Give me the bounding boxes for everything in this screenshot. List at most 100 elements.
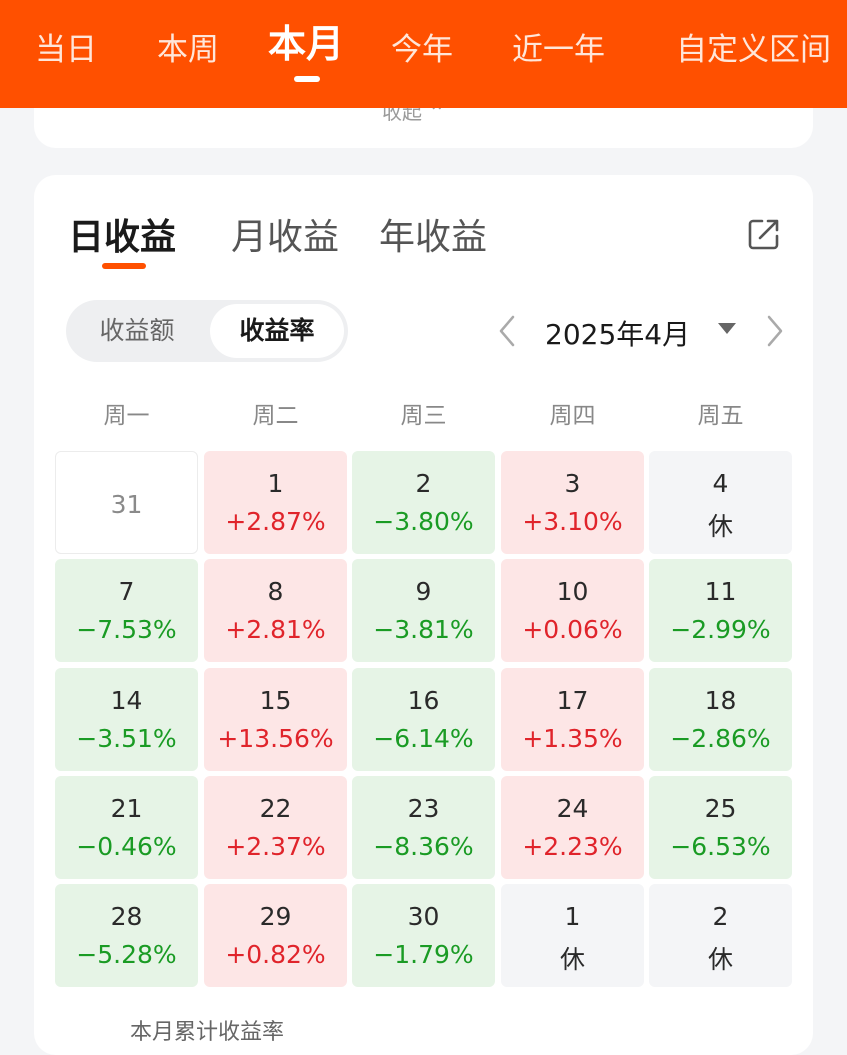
tab-this-month[interactable]: 本月 xyxy=(268,22,345,66)
share-icon[interactable] xyxy=(746,216,782,252)
daily-return-rate: +2.37% xyxy=(225,832,326,861)
daily-return-rate: +2.87% xyxy=(225,507,326,536)
daily-return-rate: +0.82% xyxy=(225,940,326,969)
daily-return-rate: −0.46% xyxy=(76,832,177,861)
weekday-thu: 周四 xyxy=(549,403,596,429)
active-tab-indicator xyxy=(294,76,320,82)
daily-return-rate: −3.80% xyxy=(373,507,474,536)
period-tab-bar: 当日 本周 本月 今年 近一年 自定义区间 xyxy=(0,0,847,108)
toggle-rate[interactable]: 收益率 xyxy=(210,304,344,358)
calendar-day-cell[interactable]: 23 −8.36% xyxy=(352,776,495,879)
toggle-amount[interactable]: 收益额 xyxy=(99,316,175,345)
calendar-day-cell[interactable]: 18 −2.86% xyxy=(649,668,792,771)
day-number: 25 xyxy=(704,794,737,823)
daily-return-rate: −2.99% xyxy=(670,615,771,644)
daily-return-rate: +13.56% xyxy=(217,724,334,753)
daily-return-rate: +2.23% xyxy=(522,832,623,861)
calendar-day-cell[interactable]: 15 +13.56% xyxy=(204,668,347,771)
calendar-day-cell[interactable]: 3 +3.10% xyxy=(501,451,644,554)
day-number: 16 xyxy=(407,686,440,715)
amount-rate-toggle: 收益额 收益率 xyxy=(66,300,348,362)
daily-return-rate: −6.53% xyxy=(670,832,771,861)
daily-return-rate: +2.81% xyxy=(225,615,326,644)
weekday-tue: 周二 xyxy=(252,403,299,429)
daily-return-rate: −3.51% xyxy=(76,724,177,753)
tab-monthly-earnings[interactable]: 月收益 xyxy=(231,217,340,258)
calendar-day-cell[interactable]: 17 +1.35% xyxy=(501,668,644,771)
day-number: 11 xyxy=(704,577,737,606)
day-number: 7 xyxy=(118,577,135,606)
calendar-day-cell[interactable]: 11 −2.99% xyxy=(649,559,792,662)
calendar-day-cell[interactable]: 28 −5.28% xyxy=(55,884,198,987)
day-number: 2 xyxy=(712,902,729,931)
day-number: 14 xyxy=(110,686,143,715)
calendar-day-cell[interactable]: 10 +0.06% xyxy=(501,559,644,662)
weekday-wed: 周三 xyxy=(400,403,447,429)
calendar-day-cell[interactable]: 21 −0.46% xyxy=(55,776,198,879)
day-number: 10 xyxy=(556,577,589,606)
daily-return-rate: +3.10% xyxy=(522,507,623,536)
calendar-day-cell[interactable]: 1 +2.87% xyxy=(204,451,347,554)
calendar-day-cell[interactable]: 29 +0.82% xyxy=(204,884,347,987)
day-number: 29 xyxy=(259,902,292,931)
day-number: 23 xyxy=(407,794,440,823)
day-number: 31 xyxy=(110,490,143,519)
day-number: 28 xyxy=(110,902,143,931)
prev-month-icon[interactable] xyxy=(496,314,518,348)
holiday-label: 休 xyxy=(707,945,733,974)
subtab-indicator xyxy=(102,263,146,269)
holiday-label: 休 xyxy=(559,945,585,974)
month-selector[interactable]: 2025年4月 xyxy=(545,318,691,351)
daily-return-rate: −6.14% xyxy=(373,724,474,753)
day-number: 24 xyxy=(556,794,589,823)
chevron-down-icon[interactable] xyxy=(718,323,736,334)
weekday-fri: 周五 xyxy=(697,403,744,429)
day-number: 3 xyxy=(564,469,581,498)
daily-return-rate: −2.86% xyxy=(670,724,771,753)
tab-custom-range[interactable]: 自定义区间 xyxy=(676,32,831,68)
tab-last-year[interactable]: 近一年 xyxy=(512,32,605,68)
calendar-day-cell[interactable]: 24 +2.23% xyxy=(501,776,644,879)
day-number: 30 xyxy=(407,902,440,931)
day-number: 1 xyxy=(564,902,581,931)
monthly-total-label: 本月累计收益率 xyxy=(130,1020,285,1045)
daily-return-rate: +1.35% xyxy=(522,724,623,753)
holiday-label: 休 xyxy=(707,512,733,541)
day-number: 18 xyxy=(704,686,737,715)
day-number: 4 xyxy=(712,469,729,498)
daily-return-rate: +0.06% xyxy=(522,615,623,644)
calendar-day-cell[interactable]: 31 xyxy=(55,451,198,554)
calendar-day-cell[interactable]: 2 −3.80% xyxy=(352,451,495,554)
day-number: 21 xyxy=(110,794,143,823)
day-number: 2 xyxy=(415,469,432,498)
calendar-day-cell[interactable]: 25 −6.53% xyxy=(649,776,792,879)
calendar-day-cell[interactable]: 30 −1.79% xyxy=(352,884,495,987)
daily-return-rate: −8.36% xyxy=(373,832,474,861)
tab-this-year[interactable]: 今年 xyxy=(391,32,453,68)
next-month-icon[interactable] xyxy=(764,314,786,348)
calendar-day-cell[interactable]: 8 +2.81% xyxy=(204,559,347,662)
weekday-mon: 周一 xyxy=(103,403,150,429)
day-number: 1 xyxy=(267,469,284,498)
calendar-day-cell[interactable]: 22 +2.37% xyxy=(204,776,347,879)
daily-return-rate: −5.28% xyxy=(76,940,177,969)
day-number: 15 xyxy=(259,686,292,715)
calendar-day-cell[interactable]: 16 −6.14% xyxy=(352,668,495,771)
tab-yearly-earnings[interactable]: 年收益 xyxy=(379,217,488,258)
day-number: 22 xyxy=(259,794,292,823)
daily-return-rate: −1.79% xyxy=(373,940,474,969)
daily-return-rate: −3.81% xyxy=(373,615,474,644)
tab-today[interactable]: 当日 xyxy=(35,32,97,68)
calendar-day-cell[interactable]: 14 −3.51% xyxy=(55,668,198,771)
calendar-day-cell[interactable]: 9 −3.81% xyxy=(352,559,495,662)
daily-return-rate: −7.53% xyxy=(76,615,177,644)
day-number: 9 xyxy=(415,577,432,606)
day-number: 17 xyxy=(556,686,589,715)
tab-daily-earnings[interactable]: 日收益 xyxy=(68,217,177,258)
day-number: 8 xyxy=(267,577,284,606)
calendar-day-cell[interactable]: 7 −7.53% xyxy=(55,559,198,662)
tab-this-week[interactable]: 本周 xyxy=(157,32,219,68)
